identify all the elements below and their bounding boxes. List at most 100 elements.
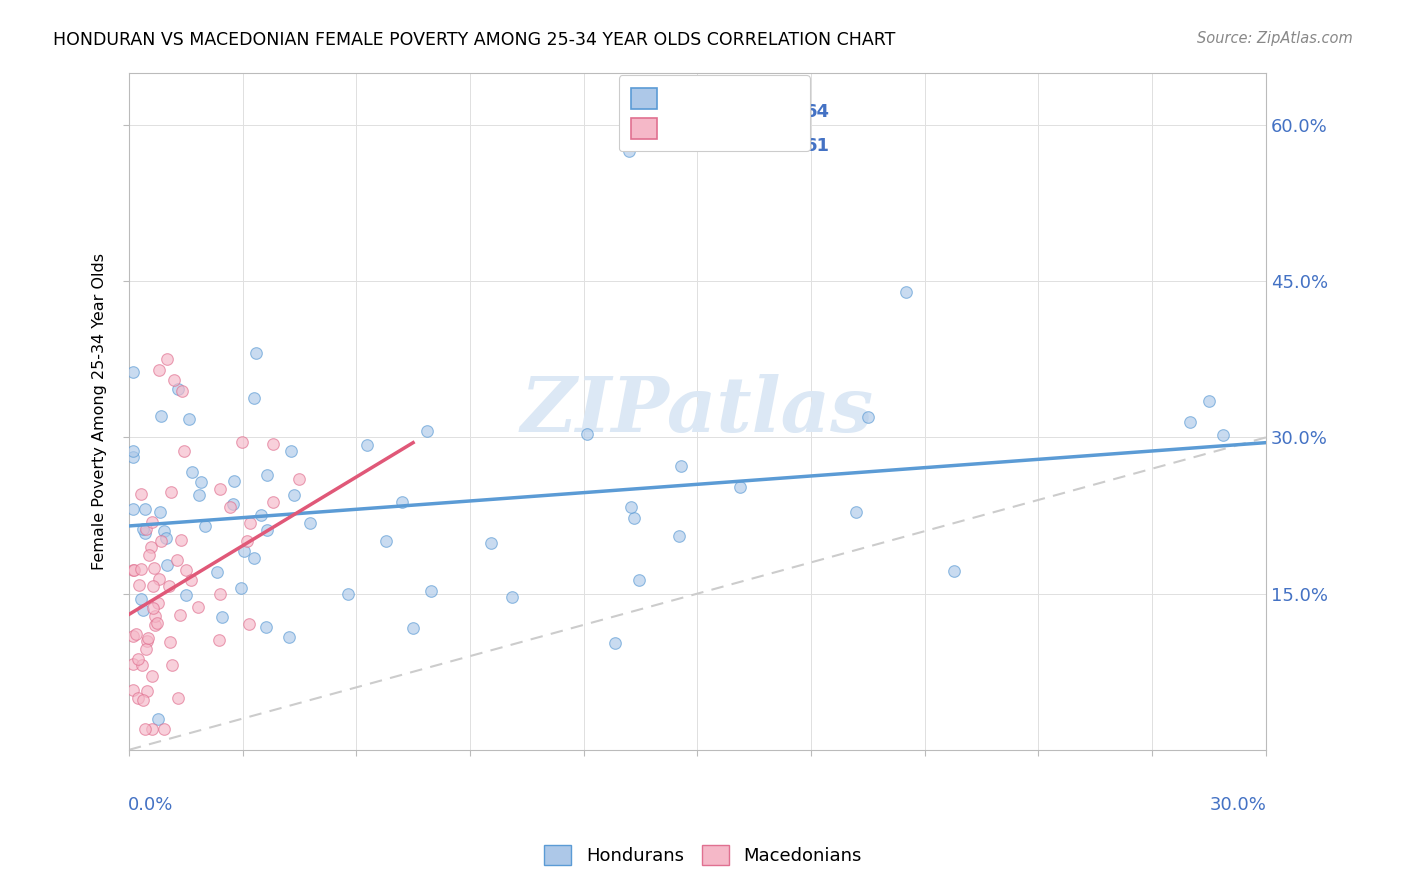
Point [229, 582, 252, 596]
Point [187, 600, 209, 615]
Point [143, 618, 166, 632]
Point [143, 608, 166, 623]
Point [170, 384, 193, 398]
Point [669, 458, 692, 473]
Point [121, 450, 143, 464]
Point [617, 144, 640, 158]
Text: 0.314: 0.314 [706, 103, 762, 121]
Point [135, 522, 157, 536]
Point [142, 579, 165, 593]
Point [205, 565, 228, 579]
Point [419, 583, 441, 598]
Point [231, 435, 253, 450]
Point [668, 529, 690, 543]
Point [208, 587, 231, 601]
Point [138, 548, 160, 562]
Point [174, 588, 197, 602]
Text: 0.0%: 0.0% [128, 796, 173, 814]
Point [856, 409, 879, 424]
Point [148, 572, 170, 586]
Point [219, 500, 242, 515]
Point [139, 540, 162, 554]
Point [136, 684, 159, 698]
Point [129, 562, 152, 576]
Point [623, 511, 645, 525]
Point [243, 391, 266, 405]
Point [256, 468, 278, 483]
Text: ZIPatlas: ZIPatlas [520, 375, 875, 449]
Point [150, 409, 173, 424]
Point [190, 475, 212, 489]
Point [121, 657, 143, 671]
Point [169, 607, 191, 622]
Point [159, 485, 181, 500]
Point [174, 563, 197, 577]
Text: R =: R = [672, 103, 711, 121]
Point [159, 635, 181, 649]
Point [943, 564, 966, 578]
Point [356, 438, 378, 452]
Point [1212, 428, 1234, 442]
Point [148, 363, 170, 377]
Point [135, 634, 157, 648]
Point [155, 531, 177, 545]
Point [211, 609, 233, 624]
Point [232, 544, 254, 558]
Point [141, 722, 163, 736]
Legend:                       ,                       : , [619, 75, 810, 152]
Point [142, 601, 165, 615]
Point [336, 587, 359, 601]
Point [170, 533, 193, 547]
Text: 0.383: 0.383 [706, 137, 762, 155]
Point [280, 443, 302, 458]
Point [121, 443, 143, 458]
Point [254, 620, 277, 634]
Point [132, 522, 155, 536]
Point [245, 346, 267, 360]
Text: N =: N = [775, 137, 814, 155]
Point [153, 524, 176, 538]
Point [124, 563, 146, 577]
Point [141, 515, 163, 529]
Text: 30.0%: 30.0% [1211, 796, 1267, 814]
Point [288, 472, 311, 486]
Point [121, 563, 143, 577]
Point [1178, 415, 1201, 429]
Point [224, 474, 246, 488]
Text: 64: 64 [806, 103, 831, 121]
Point [131, 603, 153, 617]
Point [166, 553, 188, 567]
Point [194, 519, 217, 533]
Point [845, 505, 868, 519]
Point [156, 558, 179, 572]
Text: HONDURAN VS MACEDONIAN FEMALE POVERTY AMONG 25-34 YEAR OLDS CORRELATION CHART: HONDURAN VS MACEDONIAN FEMALE POVERTY AM… [53, 31, 896, 49]
Point [121, 501, 143, 516]
Point [180, 465, 202, 479]
Point [127, 691, 149, 706]
Point [125, 626, 148, 640]
Point [136, 631, 159, 645]
Point [127, 652, 149, 666]
Point [134, 722, 156, 736]
Point [163, 373, 186, 387]
Text: R =: R = [672, 137, 711, 155]
Point [134, 526, 156, 541]
Point [128, 577, 150, 591]
Point [166, 690, 188, 705]
Point [132, 693, 155, 707]
Point [375, 534, 398, 549]
Point [135, 642, 157, 657]
Point [134, 501, 156, 516]
Point [278, 630, 301, 644]
Point [173, 444, 195, 458]
Point [129, 487, 152, 501]
Point [1198, 394, 1220, 409]
Point [627, 574, 650, 588]
Point [146, 712, 169, 726]
Point [131, 657, 153, 672]
Point [256, 524, 278, 538]
Point [236, 533, 259, 548]
Point [283, 488, 305, 502]
Point [208, 482, 231, 496]
Text: N =: N = [775, 103, 814, 121]
